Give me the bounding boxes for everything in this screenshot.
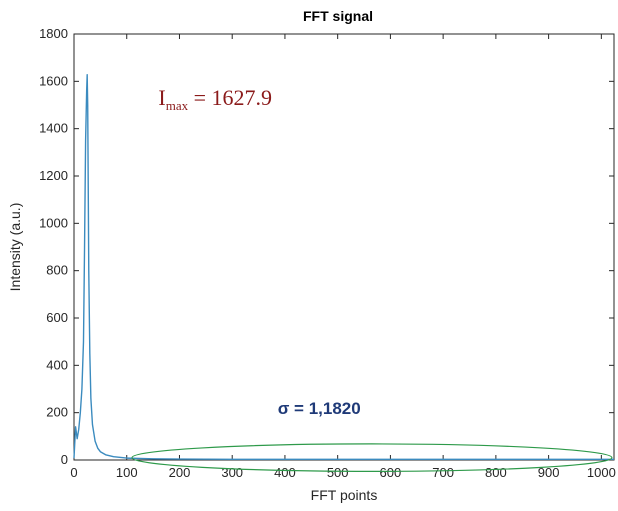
y-tick-label: 0 [61, 452, 68, 467]
x-tick-label: 100 [116, 465, 138, 480]
y-axis-title: Intensity (a.u.) [7, 203, 23, 292]
imax-value: = 1627.9 [188, 85, 272, 110]
x-tick-label: 200 [169, 465, 191, 480]
y-tick-label: 1800 [39, 26, 68, 41]
series-layer [73, 74, 614, 460]
x-tick-label: 500 [327, 465, 349, 480]
highlight-ellipse [131, 443, 613, 472]
sigma-annotation: σ = 1,1820 [278, 399, 361, 418]
fft-series-line [73, 74, 614, 460]
y-tick-label: 200 [46, 405, 68, 420]
x-tick-label: 700 [432, 465, 454, 480]
x-tick-label: 800 [485, 465, 507, 480]
y-tick-label: 1200 [39, 168, 68, 183]
x-tick-label: 300 [221, 465, 243, 480]
y-tick-label: 800 [46, 263, 68, 278]
x-axis-title: FFT points [311, 487, 378, 503]
y-tick-label: 600 [46, 310, 68, 325]
y-tick-label: 1400 [39, 121, 68, 136]
x-tick-label: 600 [380, 465, 402, 480]
x-tick-label: 900 [538, 465, 560, 480]
plot-area [73, 33, 615, 461]
imax-base: I [158, 85, 165, 110]
x-tick-label: 0 [70, 465, 77, 480]
chart-title: FFT signal [303, 8, 373, 24]
imax-annotation: Imax = 1627.9 [158, 85, 272, 113]
x-tick-label: 1000 [587, 465, 616, 480]
imax-subscript: max [166, 98, 189, 113]
y-tick-label: 1000 [39, 215, 68, 230]
y-tick-label: 1600 [39, 73, 68, 88]
y-tick-label: 400 [46, 357, 68, 372]
x-tick-label: 400 [274, 465, 296, 480]
